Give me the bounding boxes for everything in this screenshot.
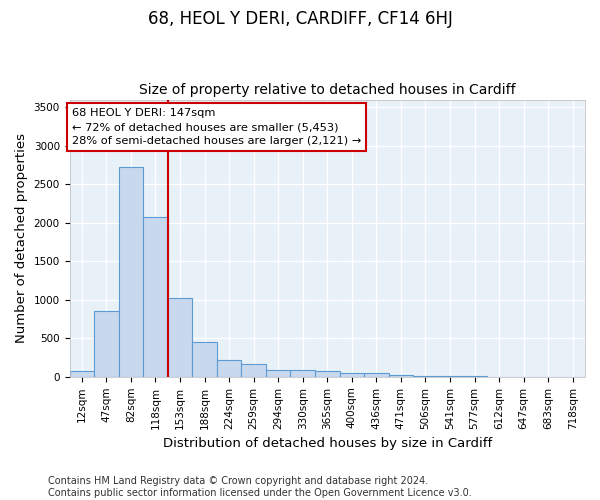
Bar xyxy=(315,370,340,377)
Bar xyxy=(241,364,266,377)
Bar xyxy=(119,167,143,377)
Bar xyxy=(192,342,217,377)
Bar xyxy=(389,374,413,377)
Bar xyxy=(143,217,168,377)
Bar xyxy=(70,371,94,377)
Y-axis label: Number of detached properties: Number of detached properties xyxy=(15,133,28,343)
Bar xyxy=(94,312,119,377)
Text: Contains HM Land Registry data © Crown copyright and database right 2024.
Contai: Contains HM Land Registry data © Crown c… xyxy=(48,476,472,498)
X-axis label: Distribution of detached houses by size in Cardiff: Distribution of detached houses by size … xyxy=(163,437,492,450)
Bar xyxy=(340,373,364,377)
Title: Size of property relative to detached houses in Cardiff: Size of property relative to detached ho… xyxy=(139,83,515,97)
Text: 68 HEOL Y DERI: 147sqm
← 72% of detached houses are smaller (5,453)
28% of semi-: 68 HEOL Y DERI: 147sqm ← 72% of detached… xyxy=(72,108,361,146)
Bar xyxy=(438,376,462,377)
Bar xyxy=(413,376,438,377)
Bar xyxy=(168,298,192,377)
Bar xyxy=(290,370,315,377)
Bar xyxy=(266,370,290,377)
Bar xyxy=(364,374,389,377)
Bar xyxy=(217,360,241,377)
Text: 68, HEOL Y DERI, CARDIFF, CF14 6HJ: 68, HEOL Y DERI, CARDIFF, CF14 6HJ xyxy=(148,10,452,28)
